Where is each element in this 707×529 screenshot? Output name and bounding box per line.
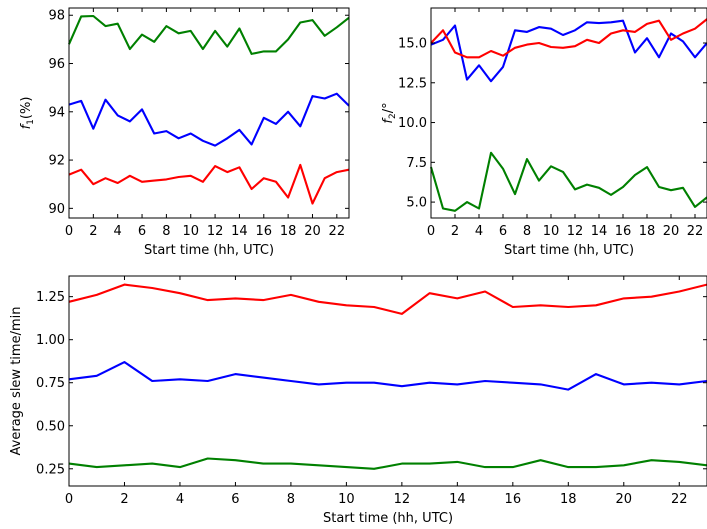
- series-line-1-0: [430, 19, 707, 83]
- y-tick-label: 96: [48, 57, 65, 72]
- y-axis-label-subscript: 1: [26, 119, 36, 125]
- x-tick-label: 22: [671, 492, 688, 507]
- chart-f2: 0 2 4 6 8 10 12 14 16 18 20 22 5.0 7.5 10.0 12.5 15.0 Sta…: [381, 7, 707, 258]
- plot-frame: [430, 7, 707, 219]
- x-tick-label: 4: [176, 492, 184, 507]
- series-line-0-2: [68, 163, 350, 205]
- y-axis-label: Average slew time/min: [9, 307, 24, 456]
- series-line-2-1: [68, 361, 707, 391]
- x-tick-label: 2: [89, 224, 97, 239]
- x-tick-label: 22: [329, 224, 346, 239]
- plot-frame: [68, 7, 350, 219]
- series-line-0-1: [68, 92, 350, 147]
- x-tick-label: 10: [543, 224, 560, 239]
- y-axis-label-subscript: 2: [388, 113, 398, 119]
- x-tick-label: 4: [114, 224, 122, 239]
- x-tick-label: 2: [120, 492, 128, 507]
- x-axis-label: Start time (hh, UTC): [504, 243, 634, 258]
- x-axis-label: Start time (hh, UTC): [144, 243, 274, 258]
- y-tick-label: 0.25: [36, 462, 65, 477]
- x-tick-label: 12: [567, 224, 584, 239]
- y-axis-label-symbol: f: [381, 117, 396, 124]
- x-tick-label: 16: [505, 492, 522, 507]
- y-tick-label: 15.0: [398, 37, 427, 52]
- x-tick-label: 8: [523, 224, 531, 239]
- x-tick-label: 0: [65, 224, 73, 239]
- x-tick-label: 6: [231, 492, 239, 507]
- y-axis-label-symbol: f: [19, 122, 34, 129]
- y-tick-label: 5.0: [406, 196, 427, 211]
- y-axis-label-unit: (%): [19, 97, 34, 120]
- plot-frame: [68, 275, 707, 487]
- x-tick-label: 12: [207, 224, 224, 239]
- x-tick-label: 18: [280, 224, 297, 239]
- y-tick-label: 1.00: [36, 333, 65, 348]
- x-tick-label: 2: [451, 224, 459, 239]
- x-tick-label: 10: [182, 224, 199, 239]
- x-tick-label: 14: [449, 492, 466, 507]
- x-tick-label: 16: [615, 224, 632, 239]
- series-line-2-0: [68, 283, 707, 315]
- series-line-2-2: [68, 457, 707, 470]
- series-line-1-1: [430, 18, 707, 59]
- y-axis-label: f2/°: [381, 102, 398, 123]
- y-tick-label: 10.0: [398, 116, 427, 131]
- y-tick-label: 0.50: [36, 419, 65, 434]
- chart-slew-time: 0 2 4 6 8 10 12 14 16 18 20 22 0.25 0.50 0.75 1.00 1.25 S…: [9, 275, 707, 526]
- y-tick-label: 92: [48, 154, 65, 169]
- x-tick-label: 16: [256, 224, 273, 239]
- y-tick-label: 12.5: [398, 76, 427, 91]
- series-line-0-0: [68, 14, 350, 55]
- x-tick-label: 14: [231, 224, 248, 239]
- chart-f1: 0 2 4 6 8 10 12 14 16 18 20 22 90 92 94 96 98 Start time …: [19, 7, 350, 258]
- x-tick-label: 20: [663, 224, 680, 239]
- x-tick-label: 18: [639, 224, 656, 239]
- y-tick-label: 94: [48, 105, 65, 120]
- x-tick-label: 4: [475, 224, 483, 239]
- y-axis-label: f1(%): [19, 97, 36, 130]
- x-tick-label: 10: [338, 492, 355, 507]
- x-tick-label: 14: [591, 224, 608, 239]
- x-tick-label: 0: [427, 224, 435, 239]
- x-tick-label: 12: [394, 492, 411, 507]
- y-tick-label: 7.5: [406, 156, 427, 171]
- x-tick-label: 8: [287, 492, 295, 507]
- x-tick-label: 0: [65, 492, 73, 507]
- x-tick-label: 8: [162, 224, 170, 239]
- y-tick-label: 98: [48, 9, 65, 24]
- x-tick-label: 22: [687, 224, 704, 239]
- x-tick-label: 6: [499, 224, 507, 239]
- x-tick-label: 18: [560, 492, 577, 507]
- y-tick-label: 90: [48, 202, 65, 217]
- x-tick-label: 6: [138, 224, 146, 239]
- x-tick-label: 20: [616, 492, 633, 507]
- x-tick-label: 20: [304, 224, 321, 239]
- x-axis-label: Start time (hh, UTC): [323, 511, 453, 526]
- y-tick-label: 0.75: [36, 376, 65, 391]
- series-line-1-2: [429, 151, 707, 212]
- y-tick-label: 1.25: [36, 290, 65, 305]
- y-axis-label-unit: /°: [381, 102, 396, 113]
